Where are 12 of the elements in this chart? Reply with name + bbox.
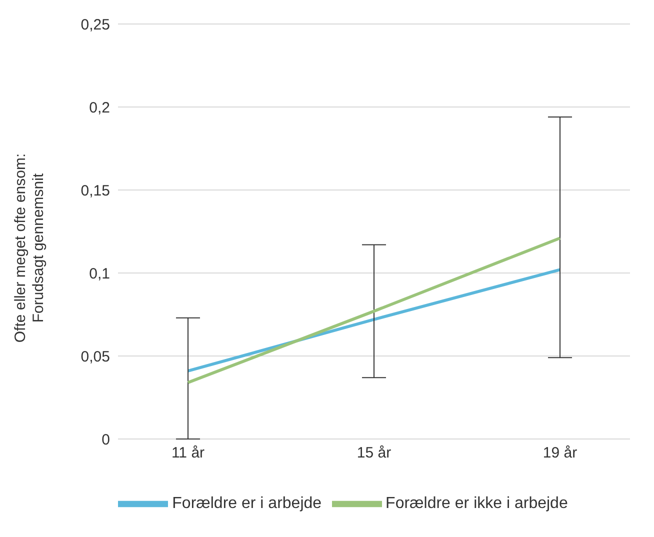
- y-tick-label: 0: [102, 431, 110, 448]
- x-tick-label: 11 år: [171, 444, 205, 462]
- y-tick-label: 0,05: [80, 348, 110, 366]
- y-tick-label: 0,25: [80, 16, 110, 34]
- y-tick-label: 0,2: [89, 99, 110, 116]
- legend-label: Forældre er i arbejde: [172, 495, 322, 512]
- y-tick-label: 0,15: [80, 182, 110, 200]
- y-axis-title: Ofte eller meget ofte ensom: Forudsagt gennemsnit: [12, 153, 47, 343]
- x-tick-label: 15 år: [356, 444, 392, 462]
- x-tick-label: 19 år: [542, 444, 578, 462]
- legend-label: Forældre er ikke i arbejde: [386, 495, 568, 512]
- y-tick-label: 0,1: [89, 265, 110, 282]
